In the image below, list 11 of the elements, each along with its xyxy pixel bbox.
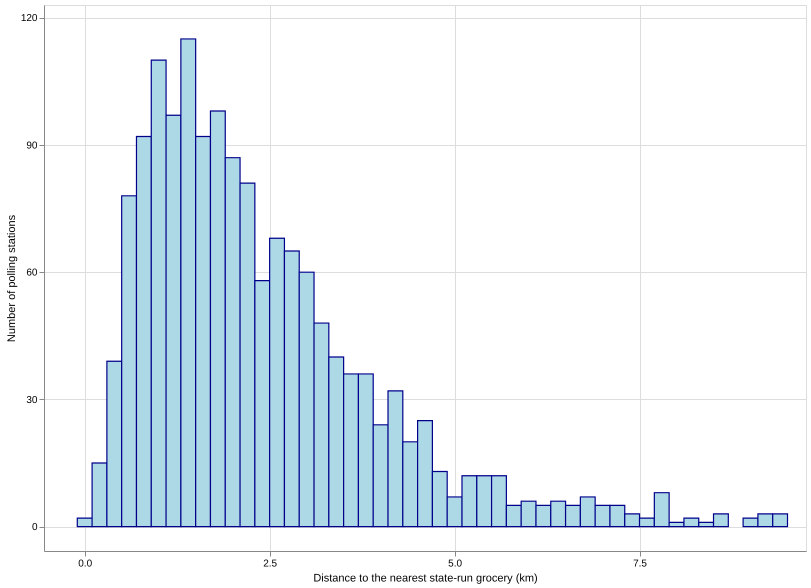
- y-tick-label: 0: [32, 522, 38, 534]
- y-tick-label: 120: [20, 13, 38, 24]
- x-tick-label: 2.5: [263, 558, 278, 570]
- x-tick-label: 7.5: [633, 558, 648, 570]
- x-axis-title: Distance to the nearest state-run grocery (km): [313, 572, 538, 584]
- y-tick-label: 90: [26, 140, 38, 152]
- y-tick-label: 60: [26, 268, 38, 279]
- y-axis-title: Number of polling stations: [6, 214, 18, 342]
- x-tick-label: 0.0: [78, 558, 93, 570]
- y-tick-label: 30: [26, 394, 38, 406]
- x-tick-label: 5.0: [448, 558, 462, 570]
